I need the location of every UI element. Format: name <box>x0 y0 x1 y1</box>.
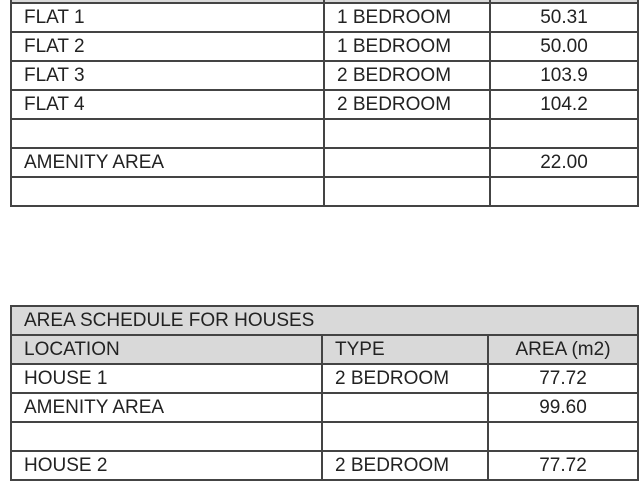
cell-type: 2 BEDROOM <box>321 363 489 394</box>
table-row: AMENITY AREA 99.60 <box>10 392 640 423</box>
cell-location <box>10 118 325 149</box>
cell-area: 22.00 <box>489 147 639 178</box>
cell-type <box>321 392 489 423</box>
cell-area <box>486 421 640 452</box>
cell-location <box>10 421 323 452</box>
cell-type: 2 BEDROOM <box>321 450 489 481</box>
table-row <box>10 421 640 452</box>
cell-area <box>489 176 639 207</box>
cell-area: 103.9 <box>489 60 639 91</box>
cell-type <box>323 176 491 207</box>
cell-location: HOUSE 2 <box>10 450 323 481</box>
cell-location: AMENITY AREA <box>10 392 323 423</box>
cell-area: 50.31 <box>489 2 639 33</box>
cell-area: 104.2 <box>489 89 639 120</box>
table-header-row: LOCATION TYPE AREA (m2) <box>10 334 640 365</box>
header-location: LOCATION <box>10 334 323 365</box>
houses-area-table: AREA SCHEDULE FOR HOUSES LOCATION TYPE A… <box>9 305 640 481</box>
cell-location: AMENITY AREA <box>10 147 325 178</box>
cell-location: FLAT 4 <box>10 89 325 120</box>
table-title: AREA SCHEDULE FOR HOUSES <box>9 305 640 336</box>
cell-type: 2 BEDROOM <box>323 89 491 120</box>
cell-area: 99.60 <box>486 392 640 423</box>
cell-type: 2 BEDROOM <box>323 60 491 91</box>
header-type: TYPE <box>321 334 489 365</box>
cell-area: 77.72 <box>486 363 640 394</box>
cell-location: HOUSE 1 <box>10 363 323 394</box>
cell-area: 77.72 <box>486 450 640 481</box>
cell-type <box>323 147 491 178</box>
table-row: AMENITY AREA 22.00 <box>10 147 639 178</box>
table-row <box>10 176 639 207</box>
table-title-row: AREA SCHEDULE FOR HOUSES <box>9 305 640 336</box>
cell-type: 1 BEDROOM <box>323 31 491 62</box>
cell-type: 1 BEDROOM <box>323 2 491 33</box>
cell-location: FLAT 2 <box>10 31 325 62</box>
cell-type <box>321 421 489 452</box>
cell-location: FLAT 1 <box>10 2 325 33</box>
cell-location: FLAT 3 <box>10 60 325 91</box>
cell-area <box>489 118 639 149</box>
table-row <box>10 118 639 149</box>
table-header-row <box>10 0 639 4</box>
cell-type <box>323 118 491 149</box>
cell-area: 50.00 <box>489 31 639 62</box>
header-area: AREA (m2) <box>486 334 640 365</box>
cell-location <box>10 176 325 207</box>
